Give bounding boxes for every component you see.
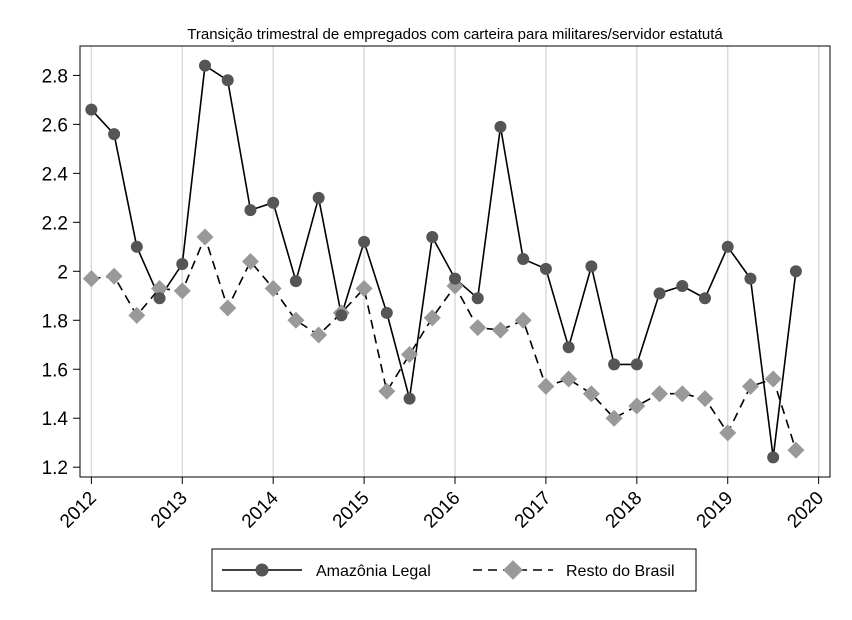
x-tick-label: 2012 [56, 488, 101, 533]
data-point-amazonia [676, 279, 689, 292]
x-tick-label: 2014 [238, 487, 283, 532]
data-point-amazonia [449, 272, 461, 285]
data-point-resto [582, 385, 600, 403]
data-point-amazonia [653, 287, 666, 300]
data-point-amazonia [426, 231, 439, 244]
data-point-amazonia [721, 240, 734, 253]
data-point-resto [378, 382, 396, 400]
data-point-resto [310, 326, 328, 344]
data-point-amazonia [608, 358, 621, 371]
legend-label-amazonia: Amazônia Legal [316, 563, 431, 580]
data-point-amazonia [244, 204, 257, 217]
x-tick-label: 2017 [511, 488, 556, 533]
x-tick-label: 2018 [602, 488, 647, 533]
data-point-resto [696, 390, 714, 408]
chart-title: Transição trimestral de empregados com c… [187, 26, 723, 43]
y-tick-label: 2.2 [42, 213, 68, 234]
data-point-amazonia [358, 235, 371, 248]
data-point-resto [196, 228, 214, 246]
data-point-resto [605, 409, 623, 427]
data-point-resto [355, 279, 373, 297]
data-point-amazonia [789, 265, 802, 278]
series-layer [82, 59, 805, 464]
y-tick-label: 2.4 [42, 164, 69, 185]
data-point-amazonia [494, 120, 507, 133]
legend: Amazônia Legal Resto do Brasil [211, 548, 697, 592]
data-point-resto [219, 299, 237, 317]
legend-marker-resto [503, 560, 523, 580]
y-tick-label: 2 [57, 262, 68, 283]
y-tick-label: 2.8 [42, 66, 68, 87]
y-tick-label: 1.2 [42, 458, 68, 479]
data-point-amazonia [312, 191, 325, 204]
data-point-resto [628, 397, 646, 415]
legend-marker-amazonia [255, 563, 269, 577]
data-point-resto [491, 321, 509, 339]
grid-lines [90, 46, 820, 477]
data-point-amazonia [744, 272, 757, 285]
data-point-resto [673, 385, 691, 403]
data-point-resto [423, 309, 441, 327]
x-tick-label: 2019 [693, 488, 738, 533]
data-point-resto [741, 377, 759, 395]
data-point-amazonia [85, 103, 98, 116]
data-point-amazonia [130, 240, 143, 253]
data-point-amazonia [562, 341, 575, 354]
data-point-amazonia [108, 128, 121, 141]
data-point-amazonia [289, 275, 302, 288]
y-axis: 1.2 1.4 1.6 1.8 2 2.2 2.4 2.6 2.8 [42, 66, 80, 479]
data-point-resto [764, 370, 782, 388]
data-point-amazonia [699, 292, 711, 305]
data-point-amazonia [267, 196, 280, 209]
x-tick-label: 2013 [147, 488, 192, 533]
data-point-amazonia [176, 257, 189, 270]
x-tick-label: 2016 [420, 488, 465, 533]
x-tick-label: 2020 [783, 488, 828, 533]
data-point-resto [560, 370, 578, 388]
data-point-resto [105, 267, 123, 285]
data-point-resto [537, 377, 555, 395]
x-axis: 2012 2013 2014 2015 2016 2017 2018 2019 2020 [56, 477, 828, 532]
data-point-resto [241, 253, 259, 270]
data-point-amazonia [539, 262, 552, 275]
y-tick-label: 1.4 [42, 409, 69, 430]
y-tick-label: 1.8 [42, 311, 68, 332]
data-point-resto [151, 279, 169, 297]
x-tick-label: 2015 [329, 488, 374, 533]
data-point-amazonia [471, 292, 484, 305]
data-point-amazonia [221, 74, 234, 87]
y-tick-label: 1.6 [42, 360, 68, 381]
data-point-amazonia [153, 292, 166, 305]
data-point-amazonia [630, 358, 643, 371]
data-point-resto [401, 346, 419, 364]
data-point-amazonia [767, 451, 780, 464]
data-point-resto [128, 306, 146, 324]
data-point-amazonia [585, 260, 598, 273]
data-point-resto [651, 385, 669, 403]
data-point-amazonia [403, 392, 416, 405]
data-point-resto [287, 311, 305, 329]
data-point-resto [82, 270, 100, 288]
data-point-resto [514, 311, 532, 329]
data-point-amazonia [335, 309, 348, 322]
series-line-amazonia [90, 64, 797, 458]
data-point-amazonia [199, 59, 211, 72]
data-point-resto [469, 319, 487, 337]
y-tick-label: 2.6 [42, 115, 68, 136]
data-point-amazonia [517, 253, 530, 266]
data-point-amazonia [380, 306, 393, 319]
data-point-resto [719, 424, 737, 442]
data-point-resto [173, 282, 191, 300]
data-point-resto [787, 441, 805, 459]
legend-label-resto: Resto do Brasil [566, 563, 675, 580]
data-point-resto [264, 279, 282, 297]
series-line-resto [91, 234, 797, 451]
